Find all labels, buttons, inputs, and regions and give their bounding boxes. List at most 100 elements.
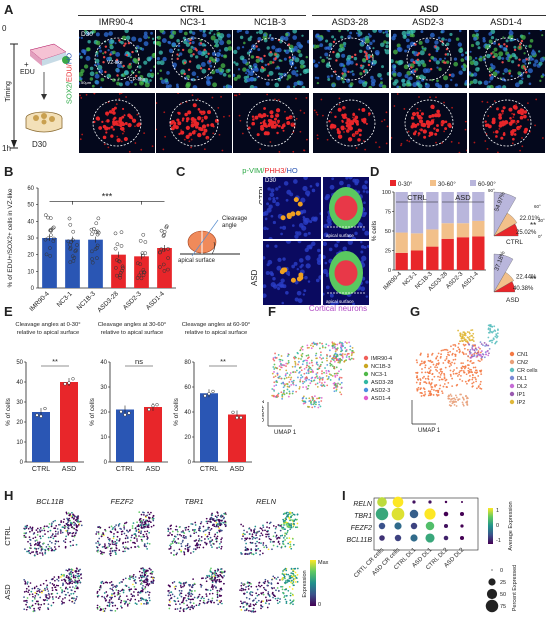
- umap-cell: [332, 365, 334, 367]
- umap-cell: [456, 373, 458, 375]
- feature-cell: [168, 604, 170, 606]
- legend-label: NC1B-3: [371, 364, 391, 370]
- nucleus: [304, 276, 308, 280]
- data-point: [232, 411, 235, 414]
- feature-cell: [120, 581, 122, 583]
- umap-cell: [425, 378, 427, 380]
- edu-cell: [272, 61, 274, 63]
- feature-cell: [143, 527, 145, 529]
- feature-cell: [140, 532, 142, 534]
- feature-cell: [39, 609, 41, 611]
- cell: [448, 38, 452, 42]
- feature-cell: [115, 524, 117, 526]
- feature-cell: [192, 608, 194, 610]
- cell: [211, 70, 215, 74]
- nucleus: [348, 177, 353, 179]
- umap-cell: [429, 372, 431, 374]
- edu-cell: [122, 133, 124, 135]
- feature-cell: [27, 597, 29, 599]
- feature-cell: [28, 552, 30, 554]
- umap-cell: [320, 406, 322, 408]
- feature-cell: [195, 539, 197, 541]
- feature-cell: [36, 529, 38, 531]
- edu-cell: [527, 119, 529, 121]
- edu-cell: [184, 61, 186, 63]
- edu-cell: [414, 130, 417, 133]
- umap-cell: [314, 377, 316, 379]
- umap-cell: [349, 358, 351, 360]
- edu-cell: [290, 117, 292, 119]
- umap-cell: [470, 349, 472, 351]
- feature-cell: [55, 533, 57, 535]
- umap-cell: [304, 378, 306, 380]
- cell: [357, 34, 360, 37]
- feature-cell: [72, 515, 74, 517]
- feature-cell: [40, 538, 42, 540]
- umap-cell: [451, 395, 453, 397]
- cell: [475, 41, 480, 46]
- umap-cell: [311, 377, 313, 379]
- feature-cell: [137, 592, 139, 594]
- feature-cell: [183, 535, 185, 537]
- feature-cell: [39, 589, 41, 591]
- cell: [359, 50, 362, 53]
- cell: [406, 39, 410, 43]
- cell: [350, 61, 354, 65]
- feature-cell: [262, 526, 264, 528]
- feature-cell: [33, 533, 35, 535]
- stain-phh3: PHH3/: [264, 166, 286, 175]
- data-point: [124, 413, 127, 416]
- feature-cell: [119, 590, 121, 592]
- feature-cell: [76, 596, 78, 598]
- umap-cell: [276, 380, 278, 382]
- feature-cell: [140, 599, 142, 601]
- cell: [223, 86, 226, 88]
- cell: [397, 60, 402, 65]
- edu-cell: [217, 107, 219, 109]
- feature-cell: [141, 540, 143, 542]
- feature-cell: [123, 546, 125, 548]
- umap-cell: [324, 367, 326, 369]
- feature-cell: [76, 568, 78, 570]
- edu-cell: [379, 146, 381, 148]
- edu-cell: [282, 124, 286, 128]
- cell: [161, 79, 166, 84]
- gene-label: TBR1: [184, 497, 203, 506]
- y-tick-label: 20: [16, 420, 23, 426]
- umap-cell: [489, 348, 491, 350]
- feature-cell: [214, 578, 216, 580]
- feature-cell: [23, 608, 25, 610]
- feature-cell: [169, 545, 171, 547]
- feature-cell: [219, 602, 221, 604]
- feature-cell: [218, 569, 220, 571]
- umap-cell: [462, 331, 464, 333]
- umap-cell: [326, 364, 328, 366]
- feature-cell: [104, 529, 106, 531]
- feature-cell: [221, 546, 223, 548]
- feature-cell: [219, 521, 221, 523]
- edu-cell: [498, 128, 500, 130]
- umap-cell: [302, 363, 304, 365]
- feature-cell: [115, 545, 117, 547]
- feature-cell: [192, 578, 194, 580]
- legend-label: CN1: [517, 352, 528, 358]
- nucleus: [273, 221, 276, 224]
- feature-cell: [188, 593, 190, 595]
- feature-cell: [32, 600, 34, 602]
- umap-cell: [337, 347, 339, 349]
- umap-cell: [285, 375, 287, 377]
- edu-cell: [172, 126, 174, 128]
- umap-cell: [425, 381, 427, 383]
- edu-cell: [342, 121, 344, 123]
- umap-cell: [320, 364, 322, 366]
- edu-cell: [269, 111, 271, 113]
- umap-cell: [442, 392, 444, 394]
- feature-cell: [202, 596, 204, 598]
- nucleus: [275, 187, 278, 190]
- cell: [449, 33, 452, 36]
- angle-label: 90°: [488, 188, 495, 193]
- feature-cell: [187, 598, 189, 600]
- feature-cell: [190, 599, 192, 601]
- feature-cell: [123, 524, 125, 526]
- umap-cell: [467, 349, 469, 351]
